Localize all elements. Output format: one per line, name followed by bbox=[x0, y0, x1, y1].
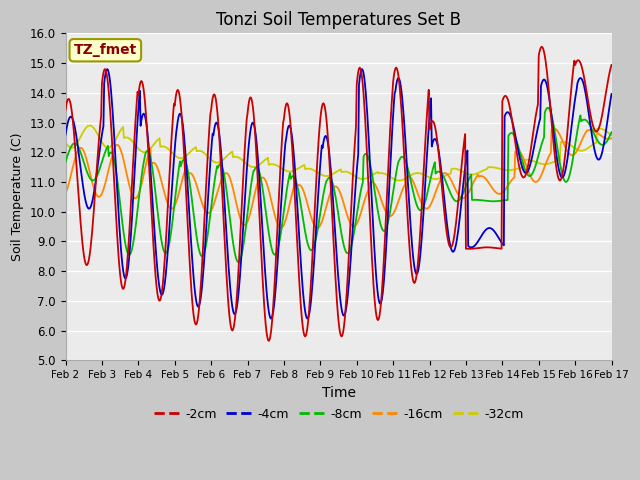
-32cm bbox=[396, 178, 403, 183]
-2cm bbox=[205, 133, 212, 139]
-2cm bbox=[607, 62, 615, 68]
-16cm bbox=[607, 135, 615, 141]
Line: -8cm: -8cm bbox=[65, 108, 611, 262]
-8cm bbox=[438, 171, 445, 177]
-8cm bbox=[61, 159, 69, 165]
-8cm bbox=[559, 174, 567, 180]
-16cm bbox=[61, 191, 69, 196]
-8cm bbox=[384, 220, 392, 226]
Title: Tonzi Soil Temperatures Set B: Tonzi Soil Temperatures Set B bbox=[216, 11, 461, 29]
-32cm bbox=[607, 132, 615, 138]
-4cm bbox=[61, 132, 69, 138]
-4cm bbox=[385, 199, 392, 204]
-16cm bbox=[550, 126, 557, 132]
-4cm bbox=[182, 159, 190, 165]
X-axis label: Time: Time bbox=[321, 385, 355, 399]
-32cm bbox=[86, 123, 93, 129]
-2cm bbox=[538, 44, 545, 50]
-4cm bbox=[104, 66, 111, 72]
-4cm bbox=[205, 170, 213, 176]
-2cm bbox=[265, 338, 273, 344]
-32cm bbox=[205, 156, 213, 161]
Line: -4cm: -4cm bbox=[65, 69, 611, 319]
-32cm bbox=[331, 170, 339, 176]
-4cm bbox=[332, 235, 339, 240]
-16cm bbox=[559, 139, 567, 145]
-8cm bbox=[205, 224, 212, 229]
-8cm bbox=[235, 259, 243, 265]
-4cm bbox=[267, 316, 275, 322]
-16cm bbox=[384, 212, 392, 218]
Text: TZ_fmet: TZ_fmet bbox=[74, 43, 137, 57]
Legend: -2cm, -4cm, -8cm, -16cm, -32cm: -2cm, -4cm, -8cm, -16cm, -32cm bbox=[148, 403, 529, 426]
-2cm bbox=[438, 181, 445, 187]
Y-axis label: Soil Temperature (C): Soil Temperature (C) bbox=[11, 132, 24, 261]
-8cm bbox=[607, 129, 615, 135]
Line: -2cm: -2cm bbox=[65, 47, 611, 341]
-4cm bbox=[559, 174, 567, 180]
-16cm bbox=[438, 175, 445, 181]
-2cm bbox=[331, 262, 339, 267]
-4cm bbox=[607, 91, 615, 97]
-32cm bbox=[61, 139, 69, 145]
-16cm bbox=[277, 225, 285, 231]
-2cm bbox=[559, 168, 567, 174]
-32cm bbox=[438, 174, 446, 180]
-16cm bbox=[182, 167, 189, 172]
-32cm bbox=[559, 139, 567, 145]
-2cm bbox=[61, 107, 69, 113]
Line: -16cm: -16cm bbox=[65, 129, 611, 228]
-16cm bbox=[331, 184, 339, 190]
-2cm bbox=[182, 174, 189, 180]
Line: -32cm: -32cm bbox=[65, 126, 611, 180]
-8cm bbox=[331, 190, 339, 195]
-2cm bbox=[384, 175, 392, 180]
-4cm bbox=[438, 178, 446, 184]
-8cm bbox=[544, 105, 552, 110]
-32cm bbox=[182, 153, 190, 159]
-32cm bbox=[384, 172, 392, 178]
-8cm bbox=[182, 158, 189, 164]
-16cm bbox=[205, 210, 212, 216]
